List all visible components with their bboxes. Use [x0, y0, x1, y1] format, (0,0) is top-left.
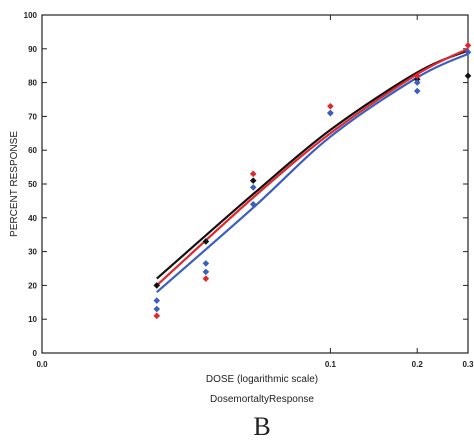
panel-letter: B — [253, 412, 270, 441]
y-tick-label: 40 — [28, 214, 37, 223]
y-tick-label: 30 — [28, 248, 37, 257]
data-point — [413, 72, 421, 80]
chart-caption: DosemortaltyResponse — [210, 394, 314, 405]
data-point — [249, 184, 257, 191]
data-point — [327, 109, 334, 117]
y-tick-label: 100 — [24, 11, 38, 20]
y-tick-label: 20 — [28, 281, 37, 290]
data-point — [249, 170, 257, 178]
x-tick-label: 0.3 — [462, 360, 474, 369]
fit-curve-2 — [156, 47, 469, 287]
y-axis-ticks: 0 10 20 30 40 50 60 70 80 90 100 — [24, 11, 468, 358]
x-axis-ticks: 0.0 0.1 0.2 0.3 — [36, 15, 474, 369]
y-tick-label: 0 — [33, 349, 38, 358]
y-axis-label: PERCENT RESPONSE — [9, 131, 20, 237]
data-point — [202, 268, 210, 276]
data-point — [413, 79, 421, 86]
fit-curve-3 — [156, 52, 469, 294]
data-point — [202, 275, 210, 282]
x-axis-label: DOSE (logarithmic scale) — [206, 374, 318, 385]
data-point — [153, 312, 161, 320]
y-tick-label: 90 — [28, 45, 37, 54]
data-point — [464, 48, 472, 56]
y-tick-label: 60 — [28, 146, 37, 155]
data-point — [327, 102, 334, 110]
data-point — [153, 305, 161, 313]
fit-curves — [156, 47, 469, 294]
data-point — [464, 42, 472, 49]
data-point — [153, 282, 161, 289]
y-tick-label: 50 — [28, 180, 37, 189]
y-tick-label: 70 — [28, 112, 37, 121]
data-point — [249, 177, 257, 184]
data-point — [202, 238, 210, 245]
y-tick-label: 10 — [28, 315, 37, 324]
data-point — [464, 72, 472, 80]
x-tick-label: 0.1 — [325, 360, 337, 369]
data-point — [249, 200, 257, 208]
data-point — [153, 297, 161, 304]
x-tick-label: 0.2 — [412, 360, 424, 369]
data-point — [413, 87, 421, 95]
plot-frame — [41, 14, 469, 354]
data-point — [202, 260, 210, 267]
y-tick-label: 80 — [28, 79, 37, 88]
data-points — [153, 42, 472, 320]
data-point — [413, 75, 421, 83]
x-tick-label: 0.0 — [36, 360, 48, 369]
fit-curve-1 — [156, 49, 469, 280]
